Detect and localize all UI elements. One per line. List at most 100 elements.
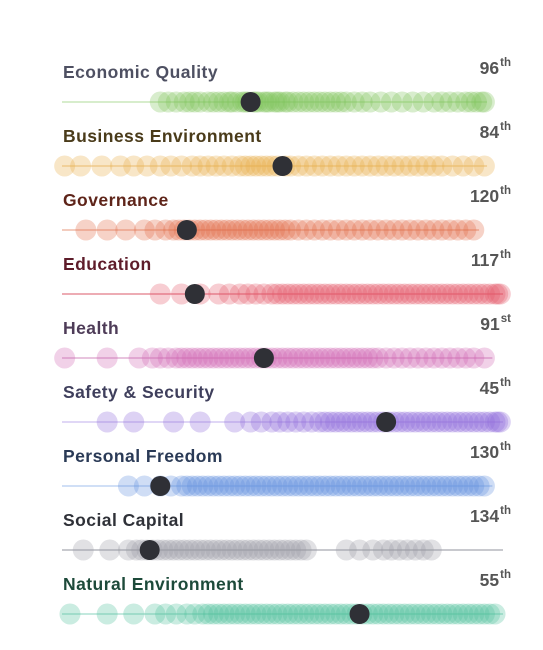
- country-dot: [396, 539, 418, 561]
- country-dot: [293, 347, 315, 369]
- country-dot: [309, 603, 331, 625]
- country-dot: [394, 283, 416, 305]
- country-dot: [234, 155, 256, 177]
- country-dot: [439, 91, 461, 113]
- country-dot: [383, 475, 405, 497]
- pillar-row: Education 117th: [0, 249, 543, 318]
- country-dot: [380, 539, 402, 561]
- country-dot: [309, 347, 331, 369]
- country-dot: [463, 411, 485, 433]
- country-dot: [357, 475, 379, 497]
- country-dot: [96, 347, 118, 369]
- country-dot: [96, 219, 118, 241]
- country-dot: [202, 475, 224, 497]
- country-dot: [221, 219, 243, 241]
- highlighted-country-dot: [253, 348, 274, 368]
- rank-suffix: th: [500, 569, 511, 582]
- country-dot: [186, 347, 208, 369]
- pillar-row: Economic Quality 96th: [0, 57, 543, 126]
- country-dot: [171, 475, 193, 497]
- country-dot: [123, 603, 145, 625]
- country-dot: [197, 155, 219, 177]
- country-dot: [279, 219, 301, 241]
- country-dot: [205, 219, 227, 241]
- country-dot: [229, 155, 251, 177]
- country-dot: [359, 91, 381, 113]
- pillar-row: Social Capital 134th: [0, 505, 543, 574]
- country-dot: [423, 219, 445, 241]
- country-dot: [237, 539, 259, 561]
- country-dot: [208, 347, 230, 369]
- country-dot: [237, 219, 259, 241]
- country-dot: [157, 539, 179, 561]
- country-dot: [250, 603, 272, 625]
- country-dot: [383, 347, 405, 369]
- pillar-row: Business Environment 84th: [0, 121, 543, 190]
- rank-label: 84th: [479, 121, 511, 143]
- country-dot: [70, 155, 92, 177]
- country-dot: [423, 347, 445, 369]
- country-dot: [367, 475, 389, 497]
- country-dot: [213, 347, 235, 369]
- country-dot: [157, 347, 179, 369]
- country-dot: [314, 603, 336, 625]
- country-dot: [197, 603, 219, 625]
- country-dot: [399, 283, 421, 305]
- country-dot: [109, 155, 131, 177]
- country-dot: [473, 155, 495, 177]
- rank-label: 120th: [470, 185, 511, 207]
- highlighted-country-dot: [150, 476, 171, 496]
- country-dot: [399, 475, 421, 497]
- country-dot: [277, 283, 299, 305]
- country-dot: [415, 603, 437, 625]
- country-dot: [452, 603, 474, 625]
- country-dot: [298, 91, 320, 113]
- country-dot: [463, 347, 485, 369]
- country-dot: [487, 411, 509, 433]
- country-dot: [277, 603, 299, 625]
- country-dot: [221, 155, 243, 177]
- country-dot: [208, 91, 230, 113]
- country-dot: [189, 539, 211, 561]
- country-dot: [287, 475, 309, 497]
- country-dot: [479, 603, 501, 625]
- country-dot: [383, 219, 405, 241]
- country-dot: [144, 603, 166, 625]
- rank-strip: [54, 347, 495, 369]
- rank-label: 91st: [480, 313, 511, 335]
- country-dot: [410, 475, 432, 497]
- pillar-label: Safety & Security: [63, 382, 215, 402]
- country-dot: [431, 219, 453, 241]
- country-dot: [362, 347, 384, 369]
- country-dot: [314, 91, 336, 113]
- rank-label: 55th: [480, 569, 511, 591]
- country-dot: [341, 411, 363, 433]
- country-dot: [388, 283, 410, 305]
- country-dot: [362, 539, 384, 561]
- country-dot: [279, 539, 301, 561]
- country-dot: [179, 539, 201, 561]
- country-dot: [218, 283, 240, 305]
- country-dot: [327, 219, 349, 241]
- country-dot: [410, 411, 432, 433]
- country-dot: [264, 91, 286, 113]
- country-dot: [423, 155, 445, 177]
- country-dot: [205, 155, 227, 177]
- country-dot: [346, 283, 368, 305]
- country-dot: [463, 155, 485, 177]
- country-dot: [133, 475, 155, 497]
- country-dot: [184, 539, 206, 561]
- rank-number: 84: [479, 122, 500, 142]
- country-dot: [216, 219, 238, 241]
- country-dot: [160, 155, 182, 177]
- country-dot: [399, 219, 421, 241]
- country-dot: [357, 347, 379, 369]
- country-dot: [250, 155, 272, 177]
- country-dot: [295, 219, 317, 241]
- country-dot: [287, 91, 309, 113]
- pillar-label: Personal Freedom: [63, 446, 223, 466]
- country-dot: [407, 347, 429, 369]
- country-dot: [282, 91, 304, 113]
- country-dot: [473, 603, 495, 625]
- pillar-label: Social Capital: [63, 510, 185, 530]
